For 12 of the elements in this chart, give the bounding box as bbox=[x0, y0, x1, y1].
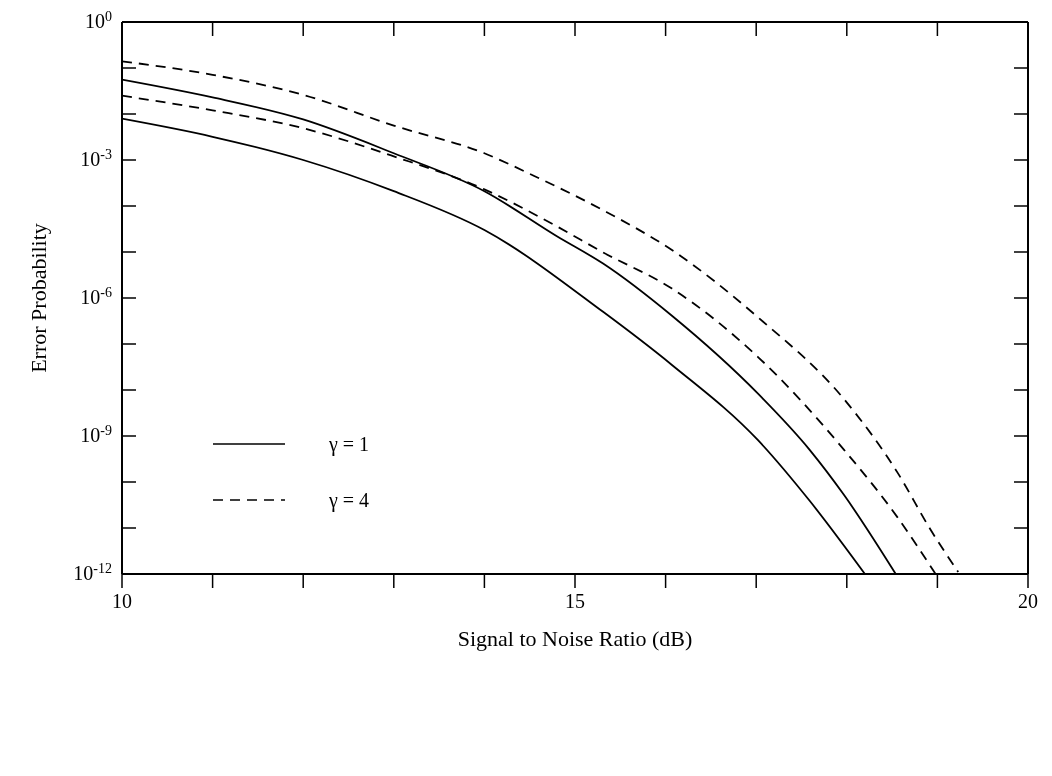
legend-label: γ = 1 bbox=[329, 432, 370, 456]
y-tick-label: 10$^{-12}$ bbox=[73, 560, 112, 584]
x-tick-label: 20 bbox=[1018, 590, 1038, 612]
x-tick-label: 15 bbox=[565, 590, 585, 612]
legend-label: γ = 4 bbox=[329, 488, 370, 512]
x-tick-label: 10 bbox=[112, 590, 132, 612]
y-axis-title: Error Probability bbox=[25, 223, 51, 373]
y-tick-label: 10$^{-6}$ bbox=[80, 284, 112, 308]
x-axis-title: Signal to Noise Ratio (dB) bbox=[457, 626, 693, 651]
y-tick-label: 10$^{0}$ bbox=[85, 8, 112, 32]
y-tick-label: 10$^{-9}$ bbox=[80, 422, 112, 446]
y-tick-label: 10$^{-3}$ bbox=[80, 146, 112, 170]
